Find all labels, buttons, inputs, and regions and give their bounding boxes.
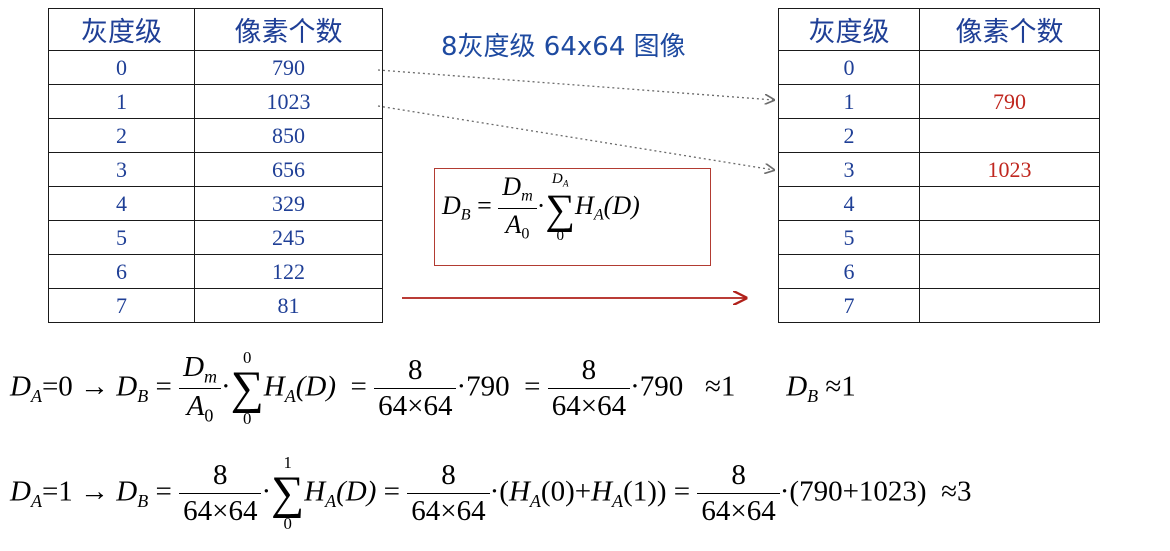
gray-level-cell: 7	[48, 288, 195, 323]
header-pixel-count: 像素个数	[919, 8, 1100, 51]
pixel-count-cell: 790	[919, 84, 1100, 119]
pixel-count-cell	[919, 186, 1100, 221]
gray-level-cell: 0	[778, 50, 920, 85]
summation-sign: 1 ∑ 0	[271, 453, 305, 533]
gray-level-cell: 5	[778, 220, 920, 255]
table-row: 6	[778, 254, 1100, 289]
header-gray-level: 灰度级	[48, 8, 195, 51]
original-histogram-table: 灰度级 像素个数 0 790 1 1023 2 850 3 656 4 329 5 245 …	[48, 8, 383, 323]
gray-level-cell: 4	[778, 186, 920, 221]
gray-level-cell: 3	[778, 152, 920, 187]
gray-level-cell: 1	[48, 84, 195, 119]
pixel-count-cell: 1023	[194, 84, 383, 119]
table-row: 3 1023	[778, 152, 1100, 187]
formula-box	[434, 168, 711, 266]
summation-sign: DA ∑ 0	[545, 171, 576, 245]
pixel-count-cell: 850	[194, 118, 383, 153]
pixel-count-cell: 245	[194, 220, 383, 255]
table-row: 5 245	[48, 220, 383, 255]
pixel-count-cell	[919, 118, 1100, 153]
dotted-arrow-level0-to-level1	[377, 69, 774, 100]
table-row: 2 850	[48, 118, 383, 153]
slide-title: 8灰度级 64x64 图像	[441, 32, 686, 62]
equation-line-1: DA=0 → DB = Dm A0 · 0 ∑ 0 HA(D) = 8 64×64·790 =…	[10, 348, 856, 428]
formula-lhs: D	[442, 191, 461, 221]
dotted-arrow-level1-to-level3	[377, 105, 774, 170]
gray-level-cell: 7	[778, 288, 920, 323]
table-row: 0 790	[48, 50, 383, 85]
transform-formula: DB = Dm A0 · DA ∑ 0 HA(D)	[442, 171, 640, 245]
header-pixel-count: 像素个数	[194, 8, 383, 51]
pixel-count-cell	[919, 288, 1100, 323]
pixel-count-cell: 1023	[919, 152, 1100, 187]
gray-level-cell: 4	[48, 186, 195, 221]
table-row: 3 656	[48, 152, 383, 187]
table-row: 7	[778, 288, 1100, 323]
table-header-row: 灰度级 像素个数	[778, 8, 1100, 51]
result-db: D	[786, 370, 808, 403]
summation-sign: 0 ∑ 0	[230, 348, 264, 428]
gray-level-cell: 3	[48, 152, 195, 187]
table-row: 1 790	[778, 84, 1100, 119]
equalized-histogram-table: 灰度级 像素个数 0 1 790 2 3 1023 4 5 6 7	[778, 8, 1100, 323]
gray-level-cell: 5	[48, 220, 195, 255]
formula-fraction: Dm A0	[498, 172, 537, 243]
table-row: 1 1023	[48, 84, 383, 119]
table-row: 4	[778, 186, 1100, 221]
table-header-row: 灰度级 像素个数	[48, 8, 383, 51]
table-row: 7 81	[48, 288, 383, 323]
table-row: 2	[778, 118, 1100, 153]
table-row: 5	[778, 220, 1100, 255]
gray-level-cell: 1	[778, 84, 920, 119]
equation-line-2: DA=1 → DB = 8 64×64 · 1 ∑ 0 HA(D) = 8 64×64 ·(HA…	[10, 453, 972, 533]
pixel-count-cell: 81	[194, 288, 383, 323]
header-gray-level: 灰度级	[778, 8, 920, 51]
